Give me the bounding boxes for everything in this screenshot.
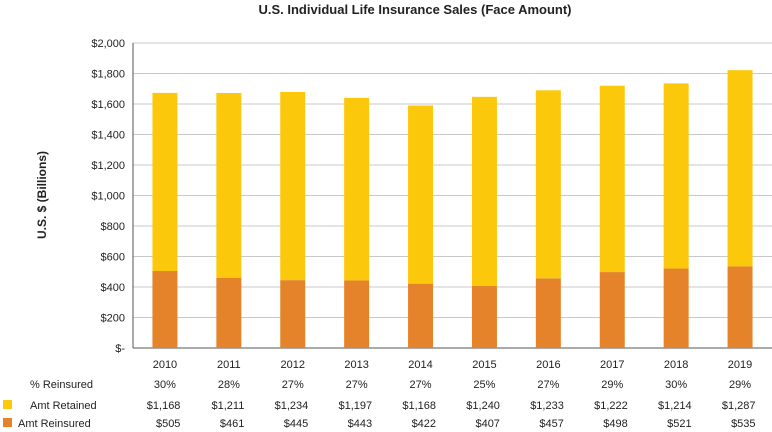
y-tick-label: $2,000 <box>91 38 125 50</box>
x-tick-label: 2018 <box>664 359 688 371</box>
y-tick-label: $1,400 <box>91 130 125 142</box>
y-tick-label: $400 <box>101 282 125 294</box>
bar-retained <box>535 90 561 279</box>
y-tick-label: $200 <box>101 313 125 325</box>
data-label-reinsured: $535 <box>731 418 755 430</box>
legend-label-reinsured: Amt Reinsured <box>18 418 91 430</box>
bar-retained <box>152 92 178 271</box>
x-tick-label: 2017 <box>600 359 624 371</box>
pct-reinsured-value: 25% <box>473 379 495 391</box>
data-label-reinsured: $521 <box>667 418 691 430</box>
y-tick-labels: $- $200 $400 $600 $800 $1,000 $1,200 $1,400 $1,6… <box>91 38 125 355</box>
x-tick-label: 2014 <box>408 359 432 371</box>
pct-reinsured-value: 30% <box>154 379 176 391</box>
y-tick-label: $600 <box>101 252 125 264</box>
bar-retained <box>727 70 753 267</box>
pct-reinsured-value: 27% <box>410 379 432 391</box>
data-label-reinsured: $407 <box>475 418 499 430</box>
data-label-retained: $1,287 <box>722 400 756 412</box>
y-tick-label: $1,600 <box>91 99 125 111</box>
y-axis-label: U.S. $ (Billions) <box>35 151 49 239</box>
bar-retained <box>663 83 689 269</box>
bar-reinsured <box>344 280 370 348</box>
y-tick-label: $1,200 <box>91 160 125 172</box>
x-tick-label: 2019 <box>728 359 752 371</box>
data-label-reinsured: $445 <box>284 418 308 430</box>
bar-reinsured <box>535 278 561 348</box>
bar-reinsured <box>152 270 178 348</box>
y-tick-label: $1,000 <box>91 191 125 203</box>
data-label-retained: $1,233 <box>530 400 564 412</box>
pct-reinsured-value: 30% <box>665 379 687 391</box>
data-label-reinsured: $422 <box>412 418 436 430</box>
x-tick-label: 2010 <box>153 359 177 371</box>
pct-reinsured-value: 27% <box>346 379 368 391</box>
x-tick-label: 2016 <box>536 359 560 371</box>
bar-reinsured <box>408 283 434 348</box>
bar-retained <box>280 91 306 281</box>
pct-reinsured-value: 27% <box>282 379 304 391</box>
legend-label-retained: Amt Retained <box>30 400 97 412</box>
legend-swatch-reinsured <box>3 418 12 427</box>
data-label-retained: $1,168 <box>147 400 181 412</box>
legend-swatch-retained <box>3 400 12 409</box>
data-label-reinsured: $461 <box>220 418 244 430</box>
bar-reinsured <box>599 272 625 348</box>
data-label-retained: $1,222 <box>594 400 628 412</box>
y-tick-label: $- <box>115 343 125 355</box>
data-label-reinsured: $457 <box>539 418 563 430</box>
bar-reinsured <box>727 266 753 348</box>
bar-retained <box>216 93 242 278</box>
bar-reinsured <box>216 277 242 348</box>
x-tick-label: 2013 <box>344 359 368 371</box>
data-table: 2010 2011 2012 2013 2014 2015 2016 2017 2018 2019… <box>3 359 756 430</box>
x-tick-label: 2015 <box>472 359 496 371</box>
y-tick-label: $800 <box>101 221 125 233</box>
pct-reinsured-value: 28% <box>218 379 240 391</box>
data-label-reinsured: $443 <box>348 418 372 430</box>
data-label-retained: $1,234 <box>275 400 309 412</box>
bars <box>152 70 753 348</box>
data-label-retained: $1,240 <box>466 400 500 412</box>
bar-retained <box>471 96 497 286</box>
pct-reinsured-value: 29% <box>601 379 623 391</box>
chart-title: U.S. Individual Life Insurance Sales (Fa… <box>258 2 571 17</box>
y-tick-label: $1,800 <box>91 69 125 81</box>
data-label-retained: $1,211 <box>212 400 245 412</box>
data-label-reinsured: $505 <box>156 418 180 430</box>
x-tick-label: 2012 <box>281 359 305 371</box>
bar-reinsured <box>471 285 497 348</box>
bar-retained <box>344 97 370 281</box>
pct-reinsured-label: % Reinsured <box>30 379 93 391</box>
bar-retained <box>408 105 434 284</box>
data-label-reinsured: $498 <box>603 418 627 430</box>
x-tick-label: 2011 <box>217 359 241 371</box>
bar-reinsured <box>280 280 306 348</box>
pct-reinsured-value: 29% <box>729 379 751 391</box>
pct-reinsured-value: 27% <box>537 379 559 391</box>
data-label-retained: $1,168 <box>402 400 436 412</box>
bar-reinsured <box>663 268 689 348</box>
data-label-retained: $1,197 <box>338 400 372 412</box>
bar-retained <box>599 85 625 273</box>
data-label-retained: $1,214 <box>658 400 692 412</box>
